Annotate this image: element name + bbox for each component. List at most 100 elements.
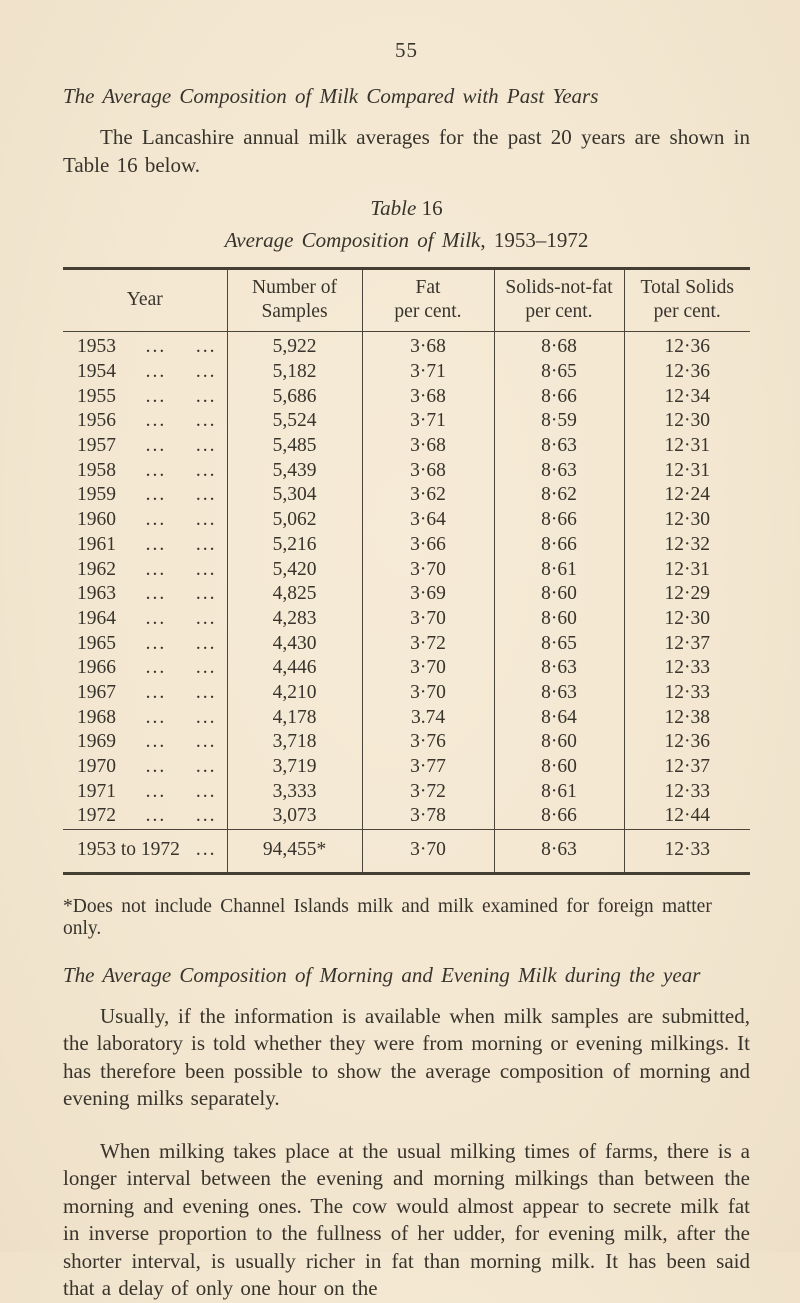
fat-cell: 3·72 [361,779,494,805]
leader-dots: ... [195,361,217,383]
paragraph-intro: The Lancashire annual milk averages for … [63,125,750,177]
table-row: 1970 ... ... 3,719 3·77 8·60 12·37 [63,754,750,780]
year-value: 1967 [77,681,116,703]
solids-not-fat-cell: 8·64 [493,705,624,730]
fat-cell: 3·72 [361,631,494,656]
year-value: 1966 [77,657,116,679]
table-row: 1958 ... ... 5,439 3·68 8·63 12·31 [63,458,750,484]
leader-dots: ... [195,533,217,555]
total-solids-cell: 12·33 [623,655,750,681]
table-row: 1954 ... ... 5,182 3·71 8·65 12·36 [63,359,750,385]
leader-dots: ... [145,435,167,457]
samples-cell: 5,686 [226,384,362,410]
total-row-snf: 8·63 [493,828,624,874]
leader-dots: ... [195,756,217,778]
year-value: 1965 [77,632,116,654]
paragraph-morning-evening-2: When milking takes place at the usual mi… [63,1138,750,1301]
fat-cell: 3·64 [361,507,494,533]
table-row: 1967 ... ... 4,210 3·70 8·63 12·33 [63,680,750,706]
table-header-row: Year Number of Samples Fat per cent. Sol… [63,268,750,332]
year-cell: 1963 ... ... [63,582,227,607]
year-value: 1954 [77,361,116,383]
year-cell: 1957 ... ... [63,434,227,459]
total-solids-cell: 12·29 [623,581,750,607]
year-cell: 1954 ... ... [63,360,227,385]
year-cell: 1958 ... ... [63,458,227,483]
leader-dots: ... [145,533,167,555]
table-title-years: , 1953–1972 [480,228,589,252]
fat-cell: 3·68 [361,384,494,410]
solids-not-fat-cell: 8·60 [493,606,624,632]
table-row: 1962 ... ... 5,420 3·70 8·61 12·31 [63,557,750,582]
milk-composition-table: Year Number of Samples Fat per cent. Sol… [63,267,750,875]
leader-dots: ... [145,731,167,753]
fat-cell: 3·68 [361,433,494,459]
leader-dots: ... [195,484,217,506]
year-value: 1964 [77,607,116,629]
year-value: 1969 [77,731,116,753]
year-value: 1955 [77,385,116,407]
solids-not-fat-cell: 8·65 [493,631,624,656]
fat-cell: 3.74 [361,705,494,730]
solids-not-fat-cell: 8·60 [493,581,624,607]
fat-cell: 3·62 [361,483,494,508]
table-caption-number: 16 [421,196,443,220]
samples-cell: 5,304 [226,483,362,508]
year-value: 1958 [77,459,116,481]
samples-cell: 5,420 [226,557,362,582]
table-row: 1953 ... ... 5,922 3·68 8·68 12·36 [63,331,750,360]
year-cell: 1966 ... ... [63,656,227,681]
fat-cell: 3·71 [361,409,494,434]
samples-cell: 5,062 [226,507,362,533]
solids-not-fat-cell: 8·59 [493,409,624,434]
samples-cell: 3,333 [226,779,362,805]
samples-cell: 3,719 [226,754,362,780]
table-title-italic: Average Composition of Milk [224,228,481,252]
samples-cell: 4,283 [226,606,362,632]
table-row: 1959 ... ... 5,304 3·62 8·62 12·24 [63,483,750,508]
solids-not-fat-cell: 8·68 [493,331,624,360]
total-row-total: 12·33 [623,828,750,874]
samples-cell: 4,825 [226,581,362,607]
samples-cell: 5,439 [226,458,362,484]
section-heading-morning-evening: The Average Composition of Morning and E… [63,962,701,987]
table-row: 1960 ... ... 5,062 3·64 8·66 12·30 [63,507,750,533]
year-cell: 1959 ... ... [63,483,227,508]
year-value: 1962 [77,558,116,580]
samples-cell: 4,446 [226,655,362,681]
leader-dots: ... [195,385,217,407]
table-row: 1955 ... ... 5,686 3·68 8·66 12·34 [63,384,750,410]
table-row: 1971 ... ... 3,333 3·72 8·61 12·33 [63,779,750,805]
fat-cell: 3·70 [361,557,494,582]
year-value: 1960 [77,509,116,531]
fat-cell: 3·76 [361,730,494,755]
leader-dots: ... [145,459,167,481]
fat-cell: 3·66 [361,532,494,558]
year-cell: 1969 ... ... [63,730,227,755]
column-header-total-solids: Total Solids per cent. [623,268,750,332]
fat-cell: 3·78 [361,804,494,830]
table-title: Average Composition of Milk, 1953–1972 [63,228,750,253]
leader-dots: ... [145,558,167,580]
total-row-samples: 94,455* [226,828,362,874]
leader-dots: ... [195,509,217,531]
year-value: 1963 [77,583,116,605]
year-cell: 1962 ... ... [63,557,227,582]
leader-dots: ... [145,805,167,827]
leader-dots: ... [195,607,217,629]
year-cell: 1965 ... ... [63,631,227,656]
solids-not-fat-cell: 8·66 [493,804,624,830]
column-header-year: Year [63,268,227,332]
table-row: 1961 ... ... 5,216 3·66 8·66 12·32 [63,532,750,558]
fat-cell: 3·77 [361,754,494,780]
year-value: 1971 [77,780,116,802]
solids-not-fat-cell: 8·63 [493,655,624,681]
solids-not-fat-cell: 8·61 [493,779,624,805]
fat-cell: 3·69 [361,581,494,607]
table-body: 1953 ... ... 5,922 3·68 8·68 12·36 1954 … [63,331,750,830]
leader-dots: ... [145,681,167,703]
total-solids-cell: 12·30 [623,409,750,434]
fat-cell: 3·68 [361,331,494,360]
leader-dots: ... [195,681,217,703]
fat-cell: 3·71 [361,359,494,385]
